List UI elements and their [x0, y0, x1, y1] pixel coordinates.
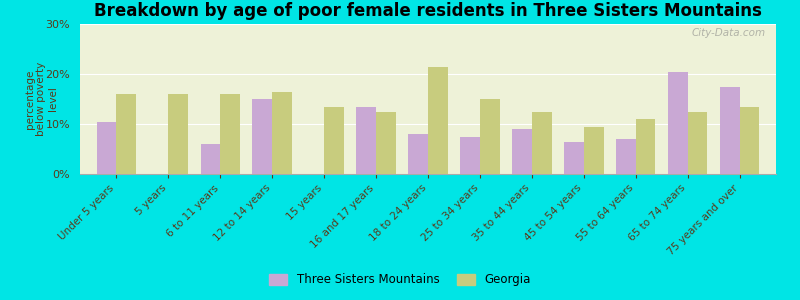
Bar — [304, 173, 324, 174]
Bar — [688, 112, 707, 174]
Text: City-Data.com: City-Data.com — [691, 28, 766, 38]
Bar — [532, 112, 552, 174]
Bar — [668, 71, 688, 174]
Y-axis label: percentage
below poverty
level: percentage below poverty level — [25, 62, 58, 136]
Bar — [616, 139, 636, 174]
Bar — [272, 92, 292, 174]
Bar — [324, 106, 344, 174]
Bar — [149, 173, 168, 174]
Bar — [376, 112, 396, 174]
Title: Breakdown by age of poor female residents in Three Sisters Mountains: Breakdown by age of poor female resident… — [94, 2, 762, 20]
Bar — [201, 144, 220, 174]
Bar — [408, 134, 428, 174]
Bar — [480, 99, 500, 174]
Bar — [584, 127, 603, 174]
Bar — [740, 106, 759, 174]
Bar — [356, 106, 376, 174]
Bar — [720, 86, 740, 174]
Legend: Three Sisters Mountains, Georgia: Three Sisters Mountains, Georgia — [265, 269, 535, 291]
Bar — [428, 67, 448, 174]
Bar — [512, 129, 532, 174]
Bar — [116, 94, 136, 174]
Bar — [253, 99, 272, 174]
Bar — [460, 136, 480, 174]
Bar — [168, 94, 188, 174]
Bar — [636, 119, 655, 174]
Bar — [220, 94, 240, 174]
Bar — [564, 142, 584, 174]
Bar — [97, 122, 116, 174]
